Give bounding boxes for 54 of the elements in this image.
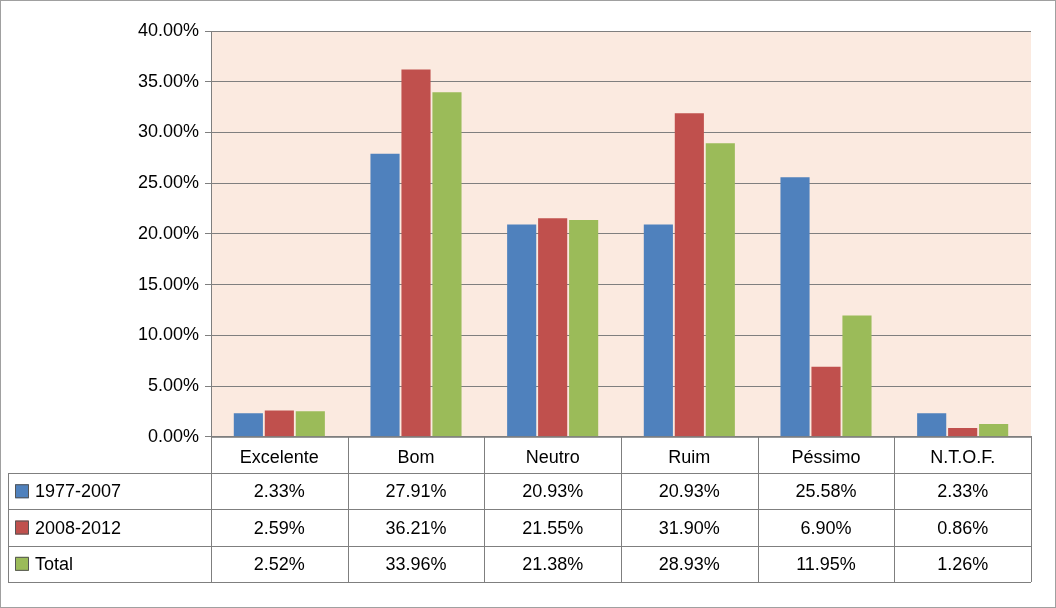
y-tick-label: 15.00% bbox=[137, 273, 199, 294]
bar bbox=[948, 428, 978, 437]
bar bbox=[432, 92, 462, 437]
x-tick-label: Péssimo bbox=[791, 446, 861, 467]
y-tick-label: 35.00% bbox=[137, 70, 199, 91]
x-tick-label: Neutro bbox=[525, 446, 580, 467]
x-tick-label: Bom bbox=[397, 446, 435, 467]
bar bbox=[507, 224, 537, 437]
bar bbox=[264, 410, 294, 437]
legend-label: Total bbox=[35, 553, 74, 574]
bar bbox=[811, 366, 841, 437]
x-tick-label: Excelente bbox=[239, 446, 319, 467]
data-label: 20.93% bbox=[658, 481, 720, 502]
data-label: 2.52% bbox=[253, 553, 305, 574]
data-label: 0.86% bbox=[937, 517, 989, 538]
data-label: 21.55% bbox=[522, 517, 584, 538]
data-label: 27.91% bbox=[385, 481, 447, 502]
bar bbox=[842, 315, 872, 437]
y-tick-label: 10.00% bbox=[137, 324, 199, 345]
data-label: 6.90% bbox=[800, 517, 852, 538]
bar bbox=[295, 411, 325, 437]
y-tick-label: 25.00% bbox=[137, 172, 199, 193]
bar bbox=[538, 218, 568, 437]
bar bbox=[674, 113, 704, 437]
bar bbox=[917, 413, 947, 437]
data-label: 20.93% bbox=[522, 481, 584, 502]
bar bbox=[233, 413, 263, 437]
y-tick-label: 0.00% bbox=[147, 425, 199, 446]
data-label: 11.95% bbox=[796, 553, 856, 574]
bar bbox=[780, 177, 810, 437]
data-label: 2.59% bbox=[253, 517, 305, 538]
data-label: 21.38% bbox=[522, 553, 584, 574]
data-label: 28.93% bbox=[658, 553, 720, 574]
bar bbox=[643, 224, 673, 437]
x-tick-label: Ruim bbox=[668, 446, 711, 467]
data-label: 36.21% bbox=[385, 517, 447, 538]
bar bbox=[370, 153, 400, 437]
y-tick-label: 5.00% bbox=[147, 375, 199, 396]
y-tick-label: 20.00% bbox=[137, 222, 199, 243]
y-tick-label: 40.00% bbox=[137, 19, 199, 40]
legend-label: 1977-2007 bbox=[35, 481, 122, 502]
data-label: 2.33% bbox=[937, 481, 989, 502]
y-tick-label: 30.00% bbox=[137, 121, 199, 142]
bar bbox=[401, 69, 431, 437]
data-label: 25.58% bbox=[795, 481, 857, 502]
bar bbox=[979, 424, 1009, 437]
data-label: 2.33% bbox=[253, 481, 305, 502]
x-tick-label: N.T.O.F. bbox=[930, 446, 996, 467]
data-label: 33.96% bbox=[385, 553, 447, 574]
legend-label: 2008-2012 bbox=[35, 517, 122, 538]
data-label: 31.90% bbox=[658, 517, 720, 538]
bar bbox=[569, 219, 599, 437]
data-label: 1.26% bbox=[937, 553, 989, 574]
bar bbox=[705, 143, 735, 437]
